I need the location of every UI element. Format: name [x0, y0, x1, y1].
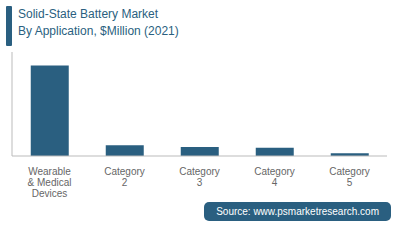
svg-text:Wearable& MedicalDevices: Wearable& MedicalDevices	[28, 166, 72, 198]
svg-text:Category5: Category5	[329, 166, 370, 188]
html-text:By Application, $Million (2021: By Application, $Million (2021)	[18, 24, 179, 38]
html-text:Solid-State Battery Market: Solid-State Battery Market	[18, 7, 159, 21]
svg-text:Category2: Category2	[104, 166, 145, 188]
svg-text:Category4: Category4	[254, 166, 295, 188]
html-text:Source: www.psmarketresearch.c: Source: www.psmarketresearch.com	[216, 206, 379, 217]
svg-text:Category3: Category3	[179, 166, 220, 188]
